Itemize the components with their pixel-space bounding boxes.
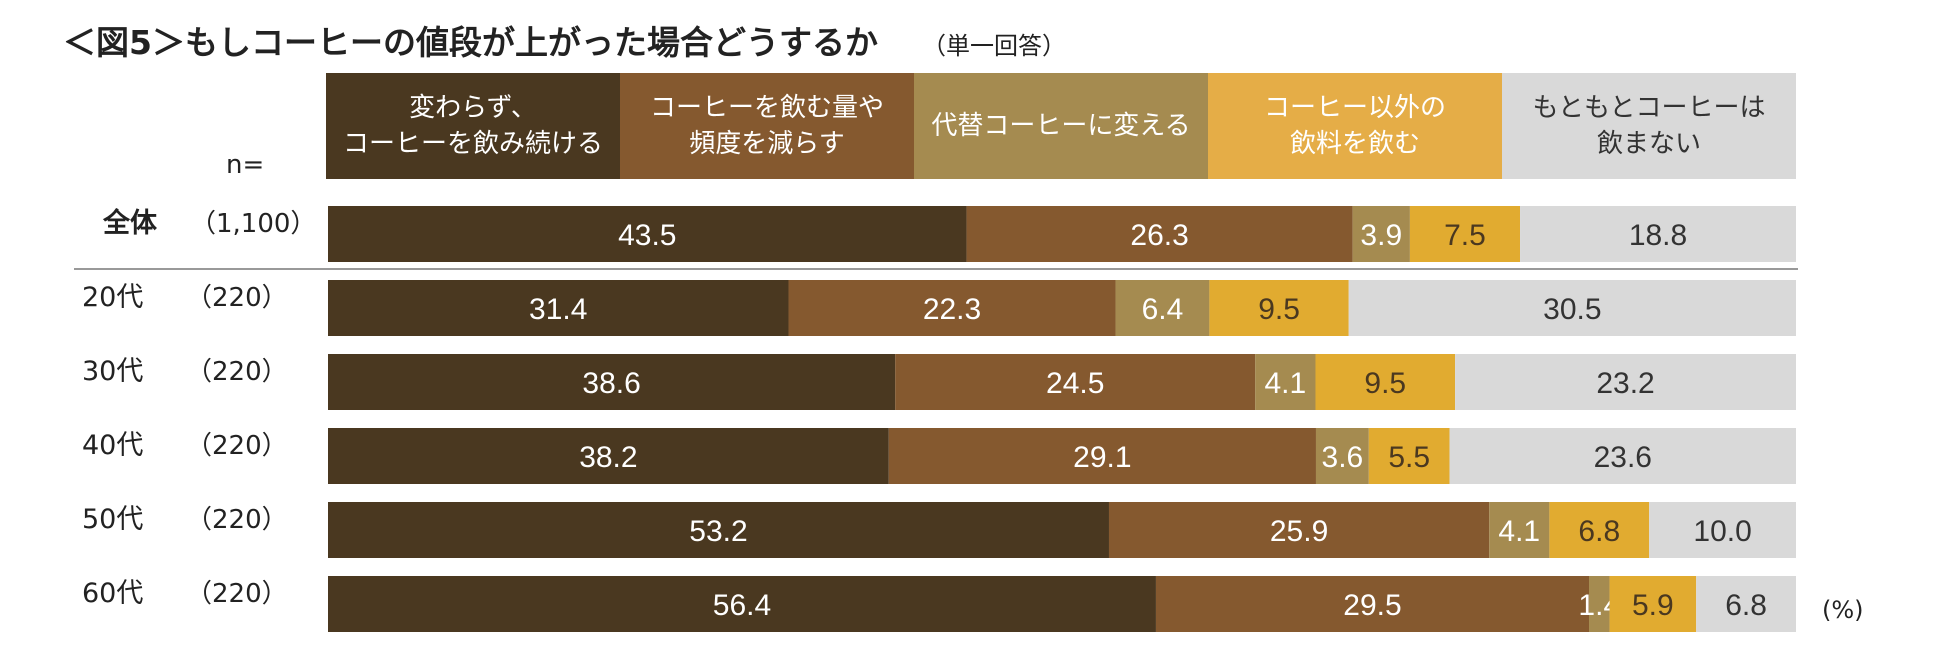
row-n-20s: （220） bbox=[186, 283, 288, 313]
bar-40s-reduce bbox=[888, 428, 1316, 484]
data-label-total-reduce: 26.3 bbox=[1130, 219, 1188, 252]
legend-item-reduce: コーヒーを飲む量や 頻度を減らす bbox=[620, 73, 914, 179]
data-label-50s-continue: 53.2 bbox=[689, 515, 747, 548]
bar-20s-continue bbox=[328, 280, 789, 336]
bar-60s-alternative bbox=[1589, 576, 1610, 632]
data-label-20s-continue: 31.4 bbox=[529, 293, 587, 326]
legend-item-nondrinker: もともとコーヒーは 飲まない bbox=[1502, 73, 1796, 179]
legend-item-continue: 変わらず、 コーヒーを飲み続ける bbox=[326, 73, 620, 179]
row-label-40s: 40代 bbox=[82, 430, 144, 461]
bar-50s-alternative bbox=[1489, 502, 1550, 558]
unit-label: (%) bbox=[1822, 596, 1864, 624]
row-n-50s: （220） bbox=[186, 505, 288, 535]
bar-30s-continue bbox=[328, 354, 896, 410]
bar-40s-other-drink bbox=[1368, 428, 1450, 484]
data-label-30s-continue: 38.6 bbox=[582, 367, 640, 400]
bar-40s-nondrinker bbox=[1449, 428, 1796, 484]
data-label-40s-reduce: 29.1 bbox=[1073, 441, 1131, 474]
data-label-40s-nondrinker: 23.6 bbox=[1594, 441, 1652, 474]
data-label-40s-continue: 38.2 bbox=[579, 441, 637, 474]
bar-total-nondrinker bbox=[1520, 206, 1796, 262]
bar-60s-continue bbox=[328, 576, 1156, 632]
bar-total-continue bbox=[328, 206, 967, 262]
data-label-total-nondrinker: 18.8 bbox=[1629, 219, 1687, 252]
bar-30s-alternative bbox=[1255, 354, 1316, 410]
data-label-60s-other-drink: 5.9 bbox=[1632, 589, 1674, 622]
row-label-total: 全体 bbox=[103, 208, 157, 239]
bar-20s-nondrinker bbox=[1348, 280, 1796, 336]
data-label-30s-other-drink: 9.5 bbox=[1364, 367, 1406, 400]
data-label-total-other-drink: 7.5 bbox=[1444, 219, 1486, 252]
data-label-total-alternative: 3.9 bbox=[1360, 219, 1402, 252]
data-label-20s-alternative: 6.4 bbox=[1142, 293, 1184, 326]
row-label-20s: 20代 bbox=[82, 282, 144, 313]
row-n-30s: （220） bbox=[186, 357, 288, 387]
legend-item-alternative: 代替コーヒーに変える bbox=[914, 73, 1208, 179]
n-label: n= bbox=[226, 150, 265, 180]
bar-60s-other-drink bbox=[1609, 576, 1697, 632]
data-label-60s-continue: 56.4 bbox=[713, 589, 771, 622]
bar-50s-continue bbox=[328, 502, 1109, 558]
bar-30s-reduce bbox=[895, 354, 1256, 410]
bar-60s-reduce bbox=[1155, 576, 1590, 632]
data-label-50s-alternative: 4.1 bbox=[1498, 515, 1540, 548]
bar-20s-alternative bbox=[1115, 280, 1210, 336]
total-separator bbox=[74, 268, 1798, 270]
data-label-60s-nondrinker: 6.8 bbox=[1725, 589, 1767, 622]
bar-40s-alternative bbox=[1315, 428, 1369, 484]
bar-total-alternative bbox=[1352, 206, 1410, 262]
legend: 変わらず、 コーヒーを飲み続ける コーヒーを飲む量や 頻度を減らす 代替コーヒー… bbox=[326, 73, 1798, 179]
bar-20s-other-drink bbox=[1209, 280, 1349, 336]
bar-50s-reduce bbox=[1108, 502, 1490, 558]
chart-subtitle: （単一回答） bbox=[922, 32, 1066, 60]
data-label-total-continue: 43.5 bbox=[618, 219, 676, 252]
row-n-40s: （220） bbox=[186, 431, 288, 461]
data-label-60s-reduce: 29.5 bbox=[1343, 589, 1401, 622]
row-label-50s: 50代 bbox=[82, 504, 144, 535]
bar-total-other-drink bbox=[1409, 206, 1521, 262]
data-label-30s-alternative: 4.1 bbox=[1265, 367, 1307, 400]
row-n-total: （1,100） bbox=[190, 209, 317, 239]
bar-60s-nondrinker bbox=[1696, 576, 1796, 632]
bar-30s-other-drink bbox=[1315, 354, 1456, 410]
row-label-60s: 60代 bbox=[82, 578, 144, 609]
data-label-20s-nondrinker: 30.5 bbox=[1543, 293, 1601, 326]
data-label-40s-alternative: 3.6 bbox=[1322, 441, 1364, 474]
chart-title: ＜図5＞もしコーヒーの値段が上がった場合どうするか bbox=[63, 23, 878, 62]
row-n-60s: （220） bbox=[186, 579, 288, 609]
data-label-50s-nondrinker: 10.0 bbox=[1693, 515, 1751, 548]
bar-30s-nondrinker bbox=[1455, 354, 1796, 410]
bar-50s-nondrinker bbox=[1649, 502, 1796, 558]
bar-40s-continue bbox=[328, 428, 889, 484]
data-label-30s-nondrinker: 23.2 bbox=[1596, 367, 1654, 400]
bar-20s-reduce bbox=[788, 280, 1116, 336]
data-label-30s-reduce: 24.5 bbox=[1046, 367, 1104, 400]
data-label-50s-other-drink: 6.8 bbox=[1578, 515, 1620, 548]
data-label-40s-other-drink: 5.5 bbox=[1388, 441, 1430, 474]
bar-total-reduce bbox=[966, 206, 1353, 262]
data-label-20s-reduce: 22.3 bbox=[923, 293, 981, 326]
data-label-50s-reduce: 25.9 bbox=[1270, 515, 1328, 548]
data-label-20s-other-drink: 9.5 bbox=[1258, 293, 1300, 326]
bar-50s-other-drink bbox=[1549, 502, 1650, 558]
row-label-30s: 30代 bbox=[82, 356, 144, 387]
legend-item-other-drink: コーヒー以外の 飲料を飲む bbox=[1208, 73, 1502, 179]
